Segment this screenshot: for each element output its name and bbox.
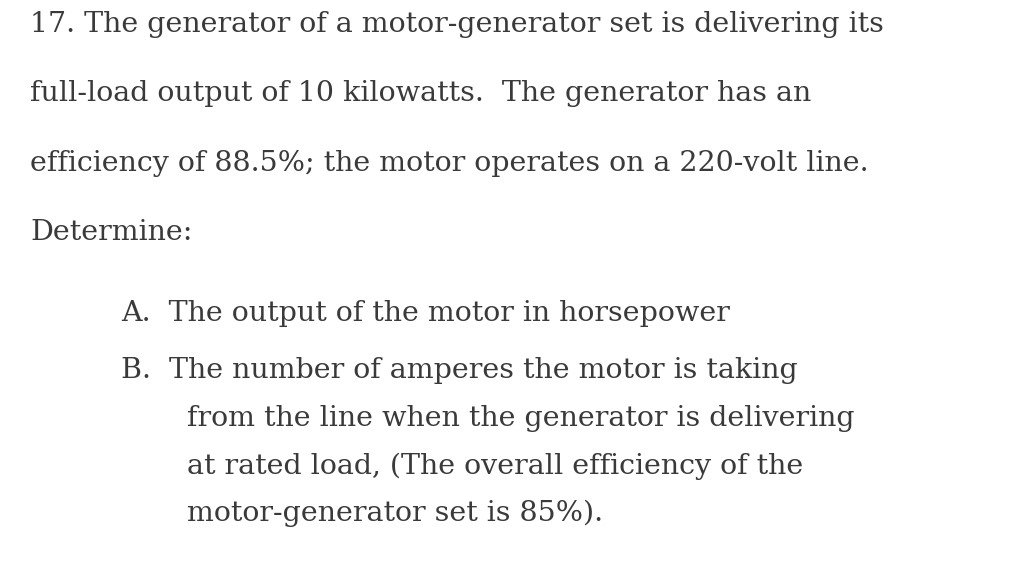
Text: B.  The number of amperes the motor is taking: B. The number of amperes the motor is ta… (121, 357, 798, 384)
Text: from the line when the generator is delivering: from the line when the generator is deli… (187, 405, 854, 432)
Text: 17. The generator of a motor-generator set is delivering its: 17. The generator of a motor-generator s… (30, 11, 884, 38)
Text: at rated load, (The overall efficiency of the: at rated load, (The overall efficiency o… (187, 452, 803, 480)
Text: Determine:: Determine: (30, 218, 193, 245)
Text: A.  The output of the motor in horsepower: A. The output of the motor in horsepower (121, 300, 730, 327)
Text: full-load output of 10 kilowatts.  The generator has an: full-load output of 10 kilowatts. The ge… (30, 81, 812, 108)
Text: motor-generator set is 85%).: motor-generator set is 85%). (187, 500, 603, 527)
Text: efficiency of 88.5%; the motor operates on a 220-volt line.: efficiency of 88.5%; the motor operates … (30, 150, 869, 177)
